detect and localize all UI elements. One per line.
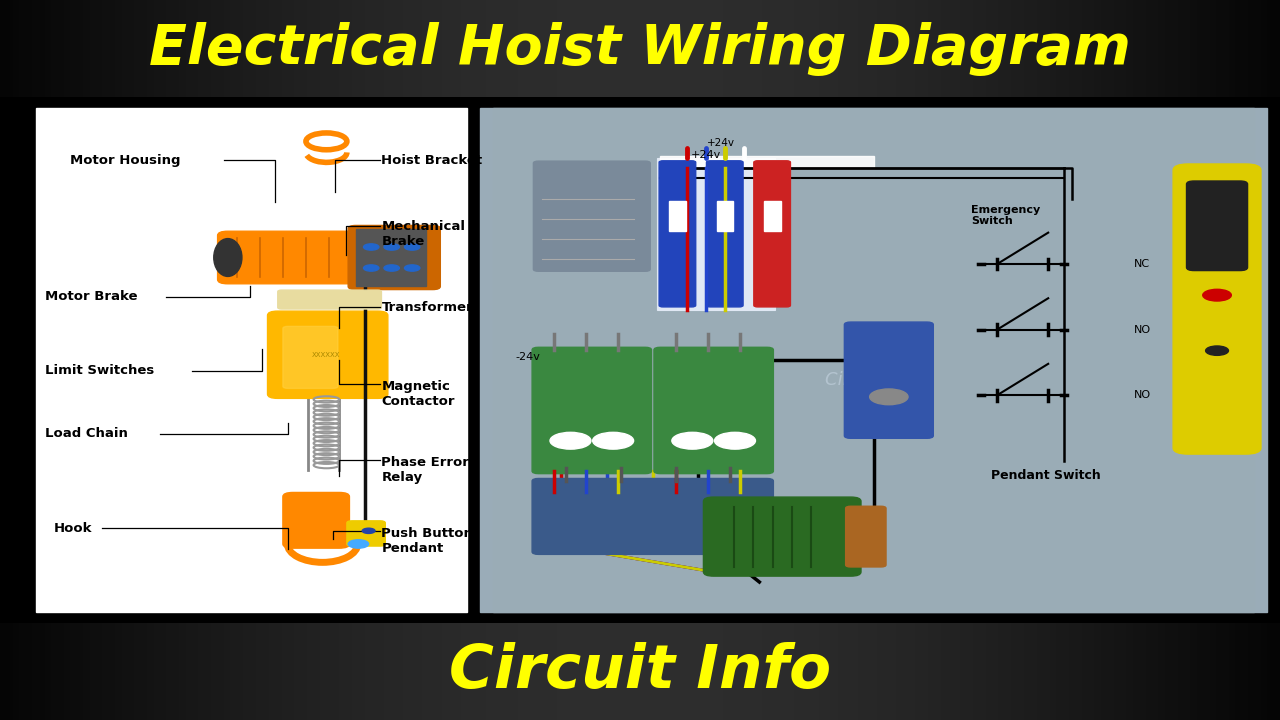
Text: Pendant Switch: Pendant Switch — [991, 469, 1101, 482]
FancyBboxPatch shape — [534, 161, 650, 271]
Text: Circuit Info: Circuit Info — [449, 642, 831, 701]
Text: Transformer: Transformer — [381, 301, 474, 314]
Text: Phase Error
Relay: Phase Error Relay — [381, 456, 470, 485]
Circle shape — [404, 265, 420, 271]
Text: -24v: -24v — [516, 352, 540, 362]
Circle shape — [384, 244, 399, 250]
Text: Limit Switches: Limit Switches — [45, 364, 154, 377]
Text: Emergency
Switch: Emergency Switch — [972, 205, 1041, 227]
Circle shape — [869, 389, 908, 405]
FancyBboxPatch shape — [654, 347, 773, 474]
Ellipse shape — [214, 238, 242, 276]
FancyBboxPatch shape — [283, 326, 338, 388]
Text: NO: NO — [1134, 390, 1151, 400]
Bar — [660, 156, 874, 168]
Text: Push Button
Pendant: Push Button Pendant — [381, 527, 474, 555]
FancyBboxPatch shape — [704, 497, 861, 576]
FancyBboxPatch shape — [707, 161, 744, 307]
FancyBboxPatch shape — [532, 347, 652, 474]
Text: +24v: +24v — [708, 138, 735, 148]
FancyBboxPatch shape — [278, 290, 381, 309]
Bar — [717, 201, 733, 231]
Bar — [484, 109, 1263, 611]
Circle shape — [384, 265, 399, 271]
Bar — [669, 201, 686, 231]
Circle shape — [672, 432, 713, 449]
Circle shape — [1206, 346, 1229, 356]
Bar — [356, 229, 426, 287]
Bar — [480, 108, 1267, 612]
Text: NO: NO — [1134, 325, 1151, 335]
Bar — [657, 158, 774, 310]
Text: +24v: +24v — [691, 150, 721, 160]
FancyBboxPatch shape — [347, 521, 385, 546]
FancyBboxPatch shape — [532, 479, 773, 554]
FancyBboxPatch shape — [845, 322, 933, 438]
Text: XXXXXX: XXXXXX — [312, 352, 340, 358]
Circle shape — [364, 265, 379, 271]
Text: Circuit info: Circuit info — [824, 372, 923, 390]
Text: Motor Brake: Motor Brake — [45, 290, 137, 303]
FancyBboxPatch shape — [283, 492, 349, 548]
Circle shape — [348, 540, 369, 548]
FancyBboxPatch shape — [659, 161, 696, 307]
FancyBboxPatch shape — [348, 225, 440, 289]
FancyBboxPatch shape — [1172, 164, 1261, 454]
Text: Motor Housing: Motor Housing — [70, 154, 180, 167]
Circle shape — [362, 528, 375, 534]
Text: Hook: Hook — [54, 522, 92, 535]
Bar — [36, 108, 467, 612]
Bar — [764, 201, 781, 231]
Circle shape — [714, 432, 755, 449]
Text: Mechanical
Brake: Mechanical Brake — [381, 220, 466, 248]
Text: Load Chain: Load Chain — [45, 427, 128, 440]
Text: Hoist Bracket: Hoist Bracket — [381, 154, 483, 167]
Bar — [493, 108, 1254, 612]
FancyBboxPatch shape — [268, 311, 388, 398]
FancyBboxPatch shape — [218, 231, 366, 284]
Circle shape — [364, 244, 379, 250]
Circle shape — [593, 432, 634, 449]
FancyBboxPatch shape — [846, 506, 886, 567]
Circle shape — [1203, 289, 1231, 301]
Text: NC: NC — [1134, 259, 1149, 269]
Text: Magnetic
Contactor: Magnetic Contactor — [381, 380, 454, 408]
Bar — [531, 148, 965, 552]
Text: Electrical Hoist Wiring Diagram: Electrical Hoist Wiring Diagram — [148, 22, 1132, 76]
Bar — [965, 199, 1179, 461]
Circle shape — [404, 244, 420, 250]
FancyBboxPatch shape — [1187, 181, 1248, 271]
Circle shape — [550, 432, 591, 449]
FancyBboxPatch shape — [754, 161, 791, 307]
